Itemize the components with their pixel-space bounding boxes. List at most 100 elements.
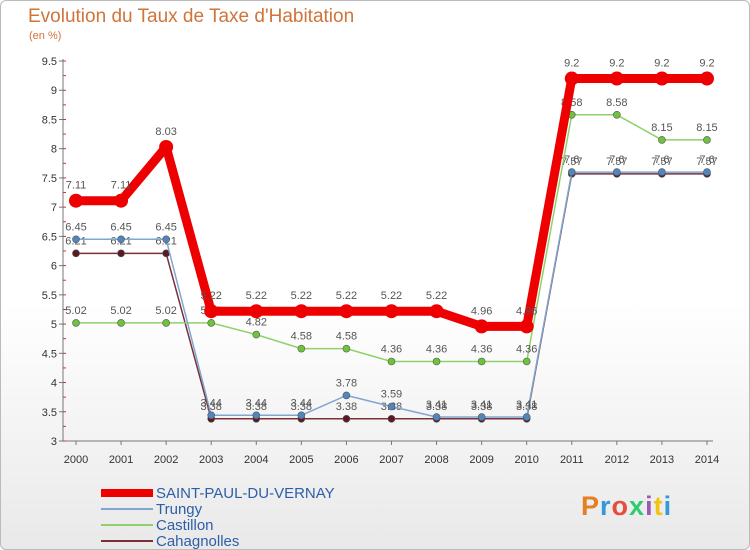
- legend-item: Castillon: [101, 516, 214, 534]
- data-point: [72, 235, 80, 244]
- x-tick-label: 2001: [109, 454, 133, 466]
- data-label: 9.2: [654, 58, 669, 70]
- data-point: [703, 168, 711, 176]
- data-point: [252, 411, 261, 420]
- data-label: 8.03: [155, 126, 176, 138]
- y-tick-label: 8: [51, 144, 57, 156]
- legend-label: Trungy: [156, 500, 203, 518]
- data-label: 5.22: [246, 290, 267, 302]
- y-tick-label: 7.5: [42, 173, 57, 185]
- data-label: 8.58: [606, 97, 627, 109]
- x-tick-label: 2014: [695, 454, 719, 466]
- logo-letter: t: [653, 491, 664, 521]
- data-point: [162, 235, 170, 244]
- data-label: 3.41: [516, 399, 537, 411]
- data-point: [477, 357, 486, 366]
- data-label: 3.38: [200, 401, 221, 413]
- legend-swatch: [101, 508, 153, 510]
- data-label: 3.78: [336, 377, 357, 389]
- x-tick-label: 2007: [379, 454, 403, 466]
- data-label: 5.22: [200, 290, 221, 302]
- data-label: 7.11: [66, 180, 87, 192]
- data-label: 5.02: [155, 305, 176, 317]
- data-label: 8.15: [696, 122, 717, 134]
- data-label: 7.57: [561, 156, 582, 168]
- data-point: [658, 136, 666, 144]
- legend-item: SAINT-PAUL-DU-VERNAY: [101, 485, 335, 502]
- data-label: 3.38: [471, 401, 492, 413]
- logo-letter: x: [629, 491, 646, 521]
- data-point: [387, 357, 396, 366]
- y-tick-label: 6.5: [42, 231, 57, 243]
- data-point: [522, 413, 531, 421]
- data-point: [342, 344, 351, 353]
- x-tick-label: 2000: [64, 454, 88, 466]
- data-point: [564, 71, 579, 86]
- legend-item: Cahagnolles: [101, 533, 239, 549]
- x-tick-label: 2008: [424, 454, 448, 466]
- chart-title: Evolution du Taux de Taxe d'Habitation: [28, 6, 355, 27]
- data-point: [384, 304, 399, 319]
- data-point: [117, 249, 125, 258]
- data-point: [342, 391, 351, 400]
- x-tick-label: 2012: [605, 454, 629, 466]
- data-label: 3.38: [291, 401, 312, 413]
- data-label: 7.6: [564, 154, 579, 166]
- data-point: [654, 71, 669, 86]
- y-tick-label: 7: [51, 202, 57, 214]
- data-label: 3.41: [471, 399, 492, 411]
- y-tick-label: 5.5: [42, 290, 57, 302]
- data-label: 5.02: [110, 305, 131, 317]
- x-tick-label: 2010: [514, 454, 538, 466]
- data-point: [294, 304, 309, 319]
- data-point: [162, 319, 170, 327]
- data-point: [114, 193, 129, 208]
- data-label: 5.22: [381, 290, 402, 302]
- data-point: [72, 249, 80, 258]
- data-point: [117, 319, 125, 327]
- data-point: [117, 235, 125, 244]
- data-label: 4.36: [471, 343, 492, 355]
- legend-label: Castillon: [156, 516, 214, 534]
- data-point: [342, 414, 351, 423]
- data-point: [207, 319, 216, 327]
- legend-swatch: [101, 524, 153, 526]
- data-point: [387, 402, 396, 411]
- data-point: [522, 357, 531, 366]
- data-label: 6.45: [110, 221, 131, 233]
- data-label: 9.2: [564, 58, 579, 70]
- data-label: 7.6: [654, 154, 669, 166]
- data-label: 4.58: [291, 331, 312, 343]
- legend-item: Trungy: [101, 500, 203, 518]
- y-tick-label: 9: [51, 85, 57, 97]
- data-label: 4.82: [246, 317, 267, 329]
- data-label: 6.45: [65, 221, 86, 233]
- x-tick-label: 2004: [244, 454, 268, 466]
- x-tick-label: 2005: [289, 454, 313, 466]
- logo-letter: o: [611, 491, 630, 521]
- data-point: [252, 330, 261, 339]
- data-point: [474, 319, 489, 334]
- data-label: 9.2: [609, 58, 624, 70]
- y-tick-label: 8.5: [42, 114, 57, 126]
- data-label: 5.02: [65, 305, 86, 317]
- legend-swatch: [101, 540, 153, 542]
- data-point: [613, 168, 621, 176]
- data-label: 4.36: [426, 343, 447, 355]
- data-point: [339, 304, 354, 319]
- data-label: 3.38: [336, 401, 357, 413]
- data-point: [207, 411, 216, 420]
- x-tick-label: 2003: [199, 454, 223, 466]
- data-point: [477, 413, 486, 421]
- data-point: [613, 110, 621, 119]
- data-label: 5.22: [291, 290, 312, 302]
- y-tick-label: 3.5: [42, 407, 57, 419]
- data-label: 3.38: [426, 401, 447, 413]
- y-tick-label: 4.5: [42, 348, 57, 360]
- data-label: 7.6: [699, 154, 714, 166]
- data-point: [72, 319, 80, 327]
- y-tick-label: 4: [51, 378, 57, 390]
- data-label: 3.44: [246, 397, 267, 409]
- data-point: [432, 413, 441, 421]
- data-label: 3.41: [426, 399, 447, 411]
